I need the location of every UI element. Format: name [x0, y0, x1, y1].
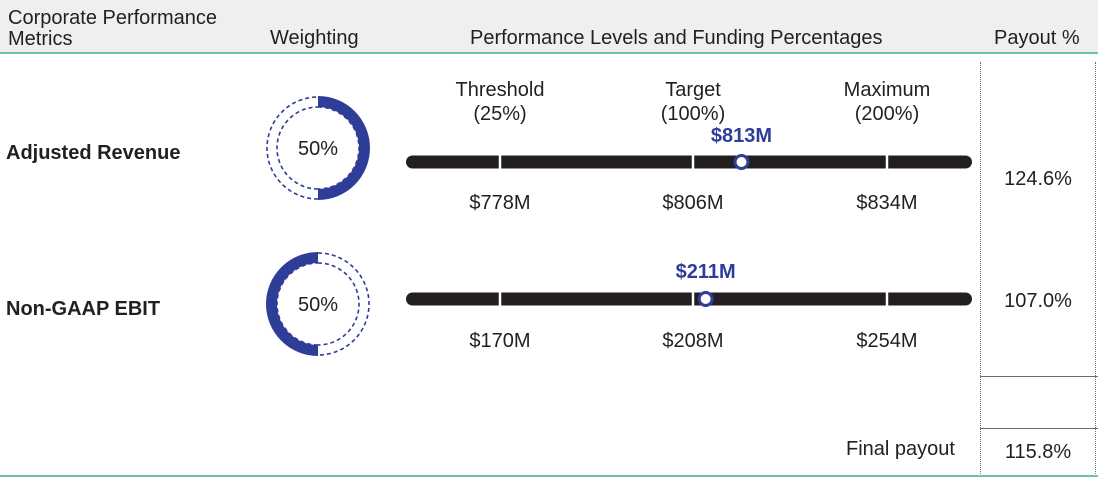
weighting-ring-inner-edge-non-gaap-ebit: [276, 262, 319, 346]
actual-value-adjusted-revenue: $813M: [710, 125, 773, 147]
weighting-ring-solid-non-gaap-ebit: [266, 252, 319, 356]
target-value-non-gaap-ebit: $208M: [662, 330, 724, 352]
target-name: Target: [665, 79, 721, 101]
weighting-ring-outline-inner-non-gaap-ebit: [317, 262, 360, 346]
final-payout-label: Final payout: [846, 438, 955, 460]
threshold-name: Threshold: [455, 79, 545, 101]
header-band: [0, 0, 1098, 52]
actual-marker-adjusted-revenue: [733, 154, 750, 170]
footer-divider: [0, 475, 1098, 477]
weighting-ring-solid-adjusted-revenue: [317, 96, 370, 200]
payout-column: [980, 62, 1096, 476]
target-pct: (100%): [660, 103, 726, 125]
actual-value-non-gaap-ebit: $211M: [675, 261, 736, 283]
threshold-value-non-gaap-ebit: $170M: [469, 330, 531, 352]
target-level-label: Target (100%): [618, 78, 768, 126]
performance-bar-adjusted-revenue: [406, 155, 972, 169]
final-payout-value: 115.8%: [1004, 441, 1072, 463]
weighting-ring-outline-inner-adjusted-revenue: [276, 106, 319, 190]
metrics-column-header: Corporate Performance Metrics: [8, 7, 217, 50]
weighting-label-non-gaap-ebit: 50%: [297, 294, 339, 316]
weighting-ring-outline-outer-adjusted-revenue: [266, 96, 319, 200]
actual-marker-non-gaap-ebit: [697, 291, 714, 307]
levels-column-header: Performance Levels and Funding Percentag…: [470, 27, 883, 49]
weighting-ring-inner-edge-adjusted-revenue: [317, 106, 360, 190]
maximum-name: Maximum: [843, 79, 931, 101]
payout-divider: [980, 376, 1098, 377]
metric-name-adjusted-revenue: Adjusted Revenue: [6, 142, 181, 164]
performance-bar-non-gaap-ebit: [406, 292, 972, 306]
final-payout-divider: [980, 428, 1098, 429]
payout-value-adjusted-revenue: 124.6%: [1004, 168, 1072, 190]
maximum-value-non-gaap-ebit: $254M: [856, 330, 918, 352]
payout-value-non-gaap-ebit: 107.0%: [1004, 290, 1072, 312]
target-value-adjusted-revenue: $806M: [662, 192, 724, 214]
threshold-level-label: Threshold (25%): [425, 78, 575, 126]
maximum-level-label: Maximum (200%): [812, 78, 962, 126]
maximum-pct: (200%): [854, 103, 920, 125]
threshold-pct: (25%): [473, 103, 527, 125]
weighting-ring-outline-outer-non-gaap-ebit: [317, 252, 370, 356]
payout-column-header: Payout %: [994, 27, 1080, 49]
maximum-value-adjusted-revenue: $834M: [856, 192, 918, 214]
weighting-column-header: Weighting: [270, 27, 359, 49]
header-divider: [0, 52, 1098, 54]
weighting-label-adjusted-revenue: 50%: [297, 138, 339, 160]
metric-name-non-gaap-ebit: Non-GAAP EBIT: [6, 298, 161, 320]
threshold-value-adjusted-revenue: $778M: [469, 192, 531, 214]
